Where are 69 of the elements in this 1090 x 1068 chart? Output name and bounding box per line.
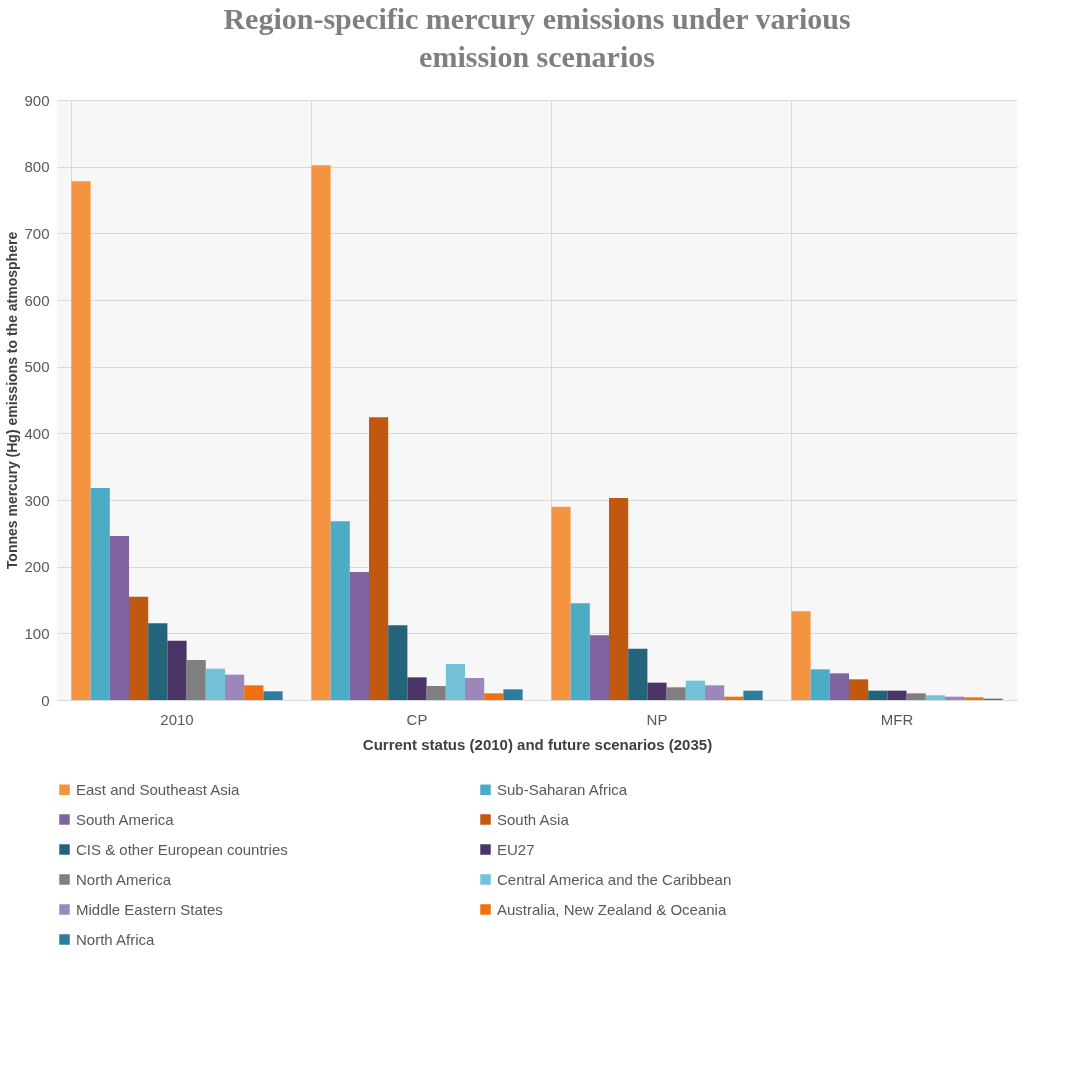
bar — [90, 488, 110, 700]
legend-label: EU27 — [497, 840, 535, 858]
bar — [868, 690, 888, 700]
chart-title: Region-specific mercury emissions under various emission scenarios — [223, 2, 851, 73]
bar — [743, 690, 763, 700]
bar — [205, 668, 225, 700]
legend-label: CIS & other European countries — [76, 840, 288, 858]
bar — [666, 687, 686, 700]
bar — [685, 680, 705, 700]
bar — [484, 693, 504, 700]
bar — [906, 693, 926, 700]
x-tick-label: MFR — [880, 710, 914, 728]
bar — [925, 695, 945, 700]
bar — [349, 572, 369, 700]
legend-label: Central America and the Caribbean — [497, 870, 732, 888]
y-tick-label: 400 — [24, 424, 50, 442]
bar — [589, 635, 609, 700]
legend-label: South America — [76, 810, 175, 828]
y-axis-title: Tonnes mercury (Hg) emissions to the atmosphere — [4, 231, 21, 570]
legend-label: Middle Eastern States — [76, 900, 223, 918]
bar — [167, 640, 187, 700]
bar — [810, 669, 830, 700]
y-tick-label: 0 — [41, 691, 50, 709]
bar — [570, 603, 590, 700]
bar — [628, 648, 648, 700]
legend-label: East and Southeast Asia — [76, 780, 241, 798]
bar — [465, 678, 485, 700]
legend-label: North Africa — [76, 930, 156, 948]
bar — [71, 181, 91, 700]
bar — [311, 165, 331, 700]
legend-label: South Asia — [497, 810, 570, 828]
bar — [225, 674, 245, 700]
bar — [263, 691, 283, 700]
y-tick-label: 100 — [24, 624, 50, 642]
x-axis-title: Current status (2010) and future scenarios (2035) — [362, 735, 713, 753]
bar — [330, 521, 350, 700]
y-tick-label: 200 — [24, 558, 50, 576]
legend-label: North America — [76, 870, 172, 888]
bar — [705, 685, 725, 700]
y-tick-label: 600 — [24, 291, 50, 309]
y-tick-label: 300 — [24, 491, 50, 509]
bar — [244, 685, 264, 700]
legend-label: Australia, New Zealand & Oceania — [497, 900, 727, 918]
x-tick-label: 2010 — [160, 710, 194, 728]
bar — [129, 596, 149, 700]
bar — [829, 673, 849, 700]
bar — [407, 677, 427, 700]
y-tick-label: 500 — [24, 358, 50, 376]
bar — [426, 686, 446, 700]
y-tick-label: 700 — [24, 224, 50, 242]
bar — [791, 611, 811, 700]
x-tick-label: CP — [406, 710, 428, 728]
y-tick-label: 800 — [24, 158, 50, 176]
bar — [445, 664, 465, 700]
bar — [964, 697, 984, 700]
bar — [369, 417, 389, 700]
legend-label: Sub-Saharan Africa — [497, 780, 628, 798]
bar — [609, 498, 629, 700]
bar — [148, 623, 168, 700]
y-tick-label: 900 — [24, 91, 50, 109]
bar — [503, 689, 523, 700]
x-tick-label: NP — [646, 710, 668, 728]
bar — [551, 506, 571, 700]
bar — [109, 536, 129, 700]
bar — [647, 682, 667, 700]
bar — [849, 679, 869, 700]
bar — [887, 690, 907, 700]
bar — [388, 625, 408, 700]
bar — [186, 660, 206, 700]
